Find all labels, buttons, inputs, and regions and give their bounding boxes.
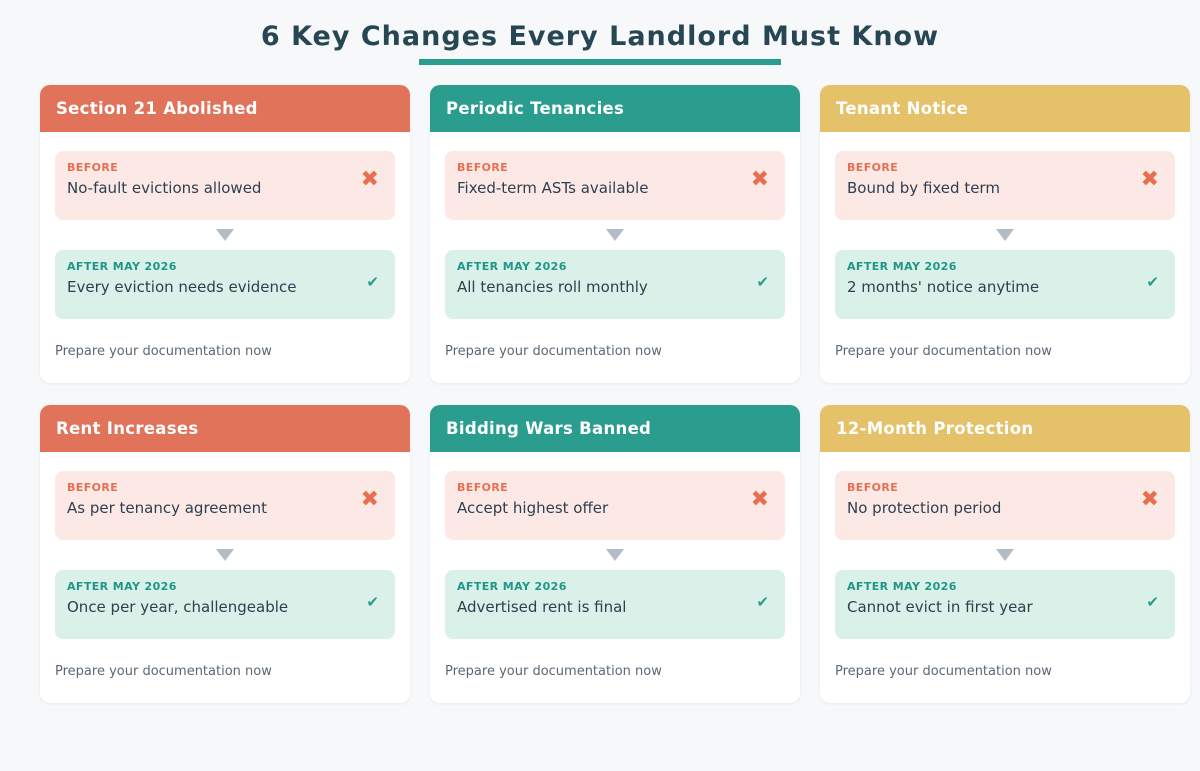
after-label: AFTER MAY 2026 — [67, 580, 177, 593]
check-icon: ✔ — [756, 273, 769, 291]
card-body: BEFORE Bound by fixed term ✖ AFTER MAY 2… — [820, 132, 1190, 359]
cross-icon: ✖ — [750, 487, 769, 512]
arrow-row — [55, 540, 395, 570]
before-text: No-fault evictions allowed — [67, 179, 262, 197]
card-title: Section 21 Abolished — [56, 99, 258, 118]
check-icon: ✔ — [366, 593, 379, 611]
down-arrow-icon — [216, 229, 234, 241]
card-title: 12-Month Protection — [836, 419, 1034, 438]
card-body: BEFORE Fixed-term ASTs available ✖ AFTER… — [430, 132, 800, 359]
card-title: Bidding Wars Banned — [446, 419, 652, 438]
card-12-month-protection: 12-Month Protection BEFORE No protection… — [820, 405, 1190, 703]
before-box: BEFORE No protection period ✖ — [835, 471, 1175, 540]
after-text: Every eviction needs evidence — [67, 278, 297, 296]
card-header: Rent Increases — [40, 405, 410, 452]
before-text: Fixed-term ASTs available — [457, 179, 649, 197]
title-underline — [419, 59, 781, 65]
card-header: 12-Month Protection — [820, 405, 1190, 452]
arrow-row — [835, 220, 1175, 250]
after-label: AFTER MAY 2026 — [457, 260, 567, 273]
after-box: AFTER MAY 2026 Once per year, challengea… — [55, 570, 395, 639]
card-title: Periodic Tenancies — [446, 99, 625, 118]
cross-icon: ✖ — [750, 167, 769, 192]
card-body: BEFORE As per tenancy agreement ✖ AFTER … — [40, 452, 410, 679]
after-text: Cannot evict in first year — [847, 598, 1033, 616]
check-icon: ✔ — [1146, 593, 1159, 611]
down-arrow-icon — [996, 229, 1014, 241]
after-text: Once per year, challengeable — [67, 598, 289, 616]
card-rent-increases: Rent Increases BEFORE As per tenancy agr… — [40, 405, 410, 703]
cross-icon: ✖ — [360, 487, 379, 512]
after-box: AFTER MAY 2026 Every eviction needs evid… — [55, 250, 395, 319]
down-arrow-icon — [996, 549, 1014, 561]
before-text: As per tenancy agreement — [67, 499, 267, 517]
card-note: Prepare your documentation now — [55, 664, 272, 679]
card-note: Prepare your documentation now — [445, 344, 662, 359]
before-label: BEFORE — [457, 481, 509, 494]
before-label: BEFORE — [67, 161, 119, 174]
before-text: Bound by fixed term — [847, 179, 1000, 197]
card-body: BEFORE No-fault evictions allowed ✖ AFTE… — [40, 132, 410, 359]
arrow-row — [445, 220, 785, 250]
before-label: BEFORE — [457, 161, 509, 174]
card-header: Section 21 Abolished — [40, 85, 410, 132]
after-text: Advertised rent is final — [457, 598, 627, 616]
down-arrow-icon — [606, 549, 624, 561]
card-body: BEFORE Accept highest offer ✖ AFTER MAY … — [430, 452, 800, 679]
card-note: Prepare your documentation now — [445, 664, 662, 679]
card-title: Rent Increases — [56, 419, 199, 438]
before-box: BEFORE Fixed-term ASTs available ✖ — [445, 151, 785, 220]
arrow-row — [445, 540, 785, 570]
after-box: AFTER MAY 2026 Cannot evict in first yea… — [835, 570, 1175, 639]
card-body: BEFORE No protection period ✖ AFTER MAY … — [820, 452, 1190, 679]
before-label: BEFORE — [847, 481, 899, 494]
card-tenant-notice: Tenant Notice BEFORE Bound by fixed term… — [820, 85, 1190, 383]
before-box: BEFORE Bound by fixed term ✖ — [835, 151, 1175, 220]
before-box: BEFORE As per tenancy agreement ✖ — [55, 471, 395, 540]
after-box: AFTER MAY 2026 All tenancies roll monthl… — [445, 250, 785, 319]
card-header: Tenant Notice — [820, 85, 1190, 132]
down-arrow-icon — [606, 229, 624, 241]
card-section-21-abolished: Section 21 Abolished BEFORE No-fault evi… — [40, 85, 410, 383]
card-header: Bidding Wars Banned — [430, 405, 800, 452]
page-title: 6 Key Changes Every Landlord Must Know — [260, 21, 940, 52]
check-icon: ✔ — [1146, 273, 1159, 291]
card-title: Tenant Notice — [836, 99, 969, 118]
check-icon: ✔ — [756, 593, 769, 611]
arrow-row — [55, 220, 395, 250]
after-box: AFTER MAY 2026 2 months' notice anytime … — [835, 250, 1175, 319]
after-label: AFTER MAY 2026 — [847, 580, 957, 593]
before-text: Accept highest offer — [457, 499, 609, 517]
card-note: Prepare your documentation now — [835, 664, 1052, 679]
before-box: BEFORE Accept highest offer ✖ — [445, 471, 785, 540]
after-box: AFTER MAY 2026 Advertised rent is final … — [445, 570, 785, 639]
before-text: No protection period — [847, 499, 1002, 517]
after-label: AFTER MAY 2026 — [67, 260, 177, 273]
after-label: AFTER MAY 2026 — [457, 580, 567, 593]
down-arrow-icon — [216, 549, 234, 561]
card-periodic-tenancies: Periodic Tenancies BEFORE Fixed-term AST… — [430, 85, 800, 383]
cross-icon: ✖ — [1140, 487, 1159, 512]
arrow-row — [835, 540, 1175, 570]
card-bidding-wars-banned: Bidding Wars Banned BEFORE Accept highes… — [430, 405, 800, 703]
before-label: BEFORE — [847, 161, 899, 174]
check-icon: ✔ — [366, 273, 379, 291]
after-text: 2 months' notice anytime — [847, 278, 1040, 296]
card-header: Periodic Tenancies — [430, 85, 800, 132]
cards-grid: Section 21 Abolished BEFORE No-fault evi… — [0, 85, 1200, 703]
after-label: AFTER MAY 2026 — [847, 260, 957, 273]
before-label: BEFORE — [67, 481, 119, 494]
cross-icon: ✖ — [1140, 167, 1159, 192]
card-note: Prepare your documentation now — [55, 344, 272, 359]
before-box: BEFORE No-fault evictions allowed ✖ — [55, 151, 395, 220]
cross-icon: ✖ — [360, 167, 379, 192]
card-note: Prepare your documentation now — [835, 344, 1052, 359]
after-text: All tenancies roll monthly — [457, 278, 648, 296]
